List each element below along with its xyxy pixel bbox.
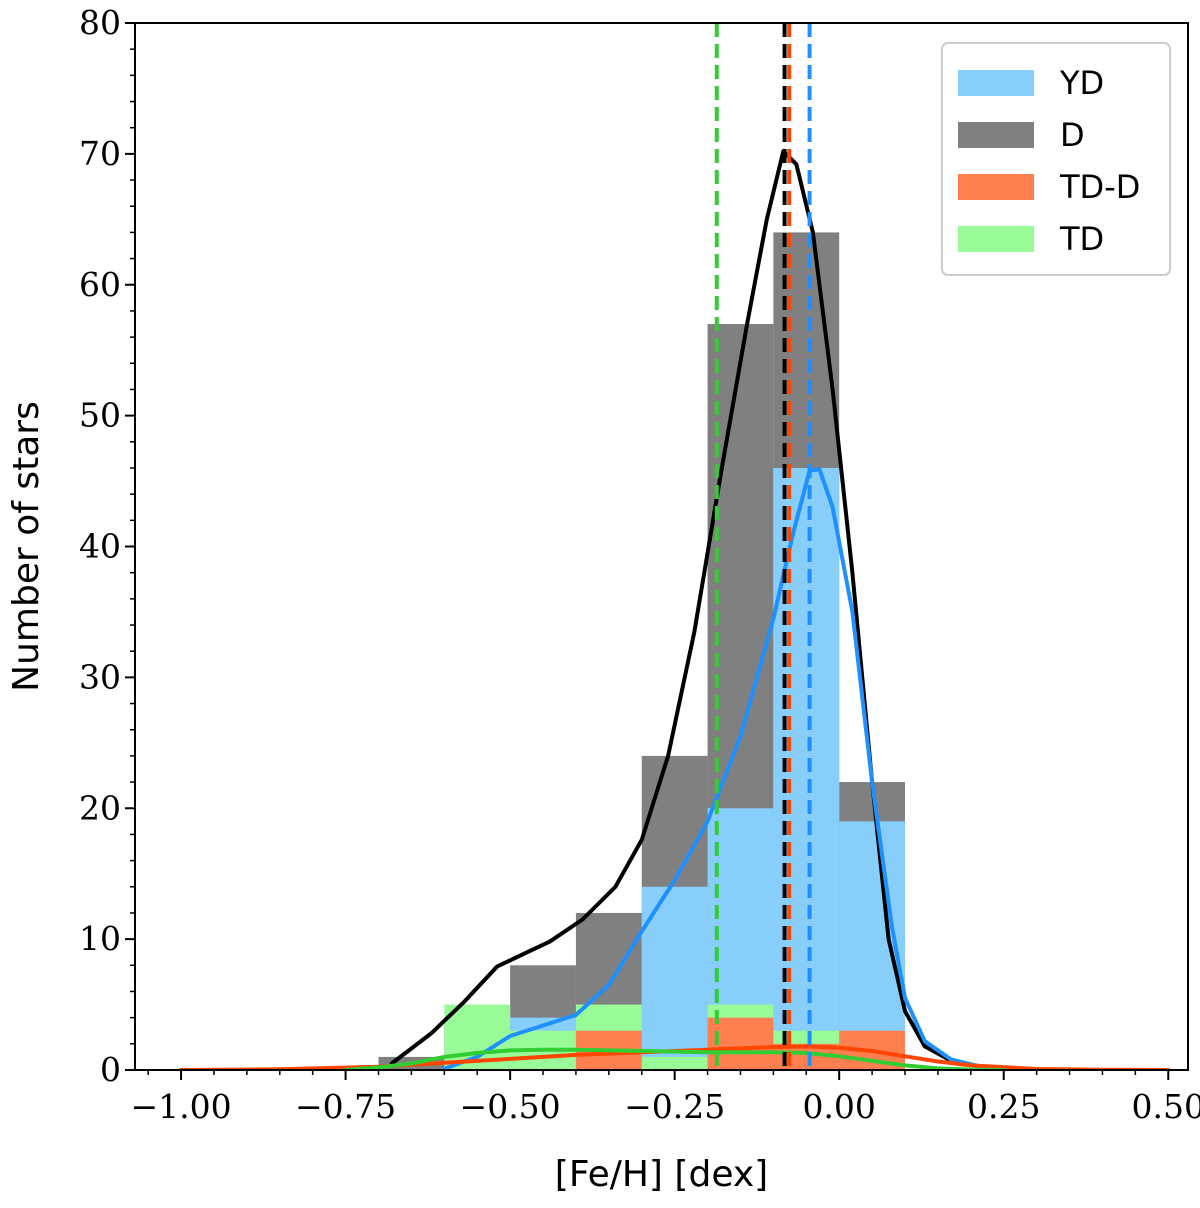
y-tick-label: 10 xyxy=(79,919,121,958)
x-tick-label: 0.25 xyxy=(967,1087,1040,1126)
legend: YD D TD-D TD xyxy=(941,42,1171,276)
x-tick-label: −0.75 xyxy=(295,1087,396,1126)
mean-lines xyxy=(714,23,812,1070)
x-tick-label: −0.25 xyxy=(624,1087,725,1126)
x-tick-label: −0.50 xyxy=(460,1087,561,1126)
legend-label-d: D xyxy=(1060,116,1085,154)
histogram-bars xyxy=(378,232,906,1070)
legend-swatch-d xyxy=(958,122,1034,148)
y-tick-label: 60 xyxy=(79,265,121,304)
axes: −1.00 −0.75 −0.50 −0.25 0.00 0.25 0.50 0 10 20 30 4… xyxy=(79,3,1200,1126)
y-tick-label: 80 xyxy=(79,3,121,42)
y-tick-label: 50 xyxy=(79,396,121,435)
y-tick-label: 70 xyxy=(79,134,121,173)
legend-swatch-yd xyxy=(958,70,1034,96)
bar-td-bin-4 xyxy=(641,1056,708,1070)
x-tick-label: 0.00 xyxy=(802,1087,875,1126)
y-axis-label: Number of stars xyxy=(6,401,47,692)
legend-label-yd: YD xyxy=(1059,64,1104,102)
legend-label-td-d: TD-D xyxy=(1059,168,1140,206)
y-tick-label: 30 xyxy=(79,657,121,696)
legend-swatch-td xyxy=(958,226,1034,252)
x-tick-label: −1.00 xyxy=(130,1087,231,1126)
kde-curve-td-d xyxy=(179,1044,1171,1070)
legend-swatch-td-d xyxy=(958,174,1034,200)
y-tick-label: 40 xyxy=(79,527,121,566)
y-tick-label: 20 xyxy=(79,788,121,827)
x-tick-label: 0.50 xyxy=(1132,1087,1200,1126)
y-tick-label: 0 xyxy=(100,1050,121,1089)
legend-box xyxy=(941,42,1171,276)
kde-curve-d xyxy=(389,149,986,1070)
kde-curve-yd xyxy=(442,467,1019,1070)
x-axis-label: [Fe/H] [dex] xyxy=(555,1154,768,1195)
legend-label-td: TD xyxy=(1059,220,1104,258)
kde-curves xyxy=(179,149,1171,1070)
kde-curve-td xyxy=(343,1047,1006,1070)
